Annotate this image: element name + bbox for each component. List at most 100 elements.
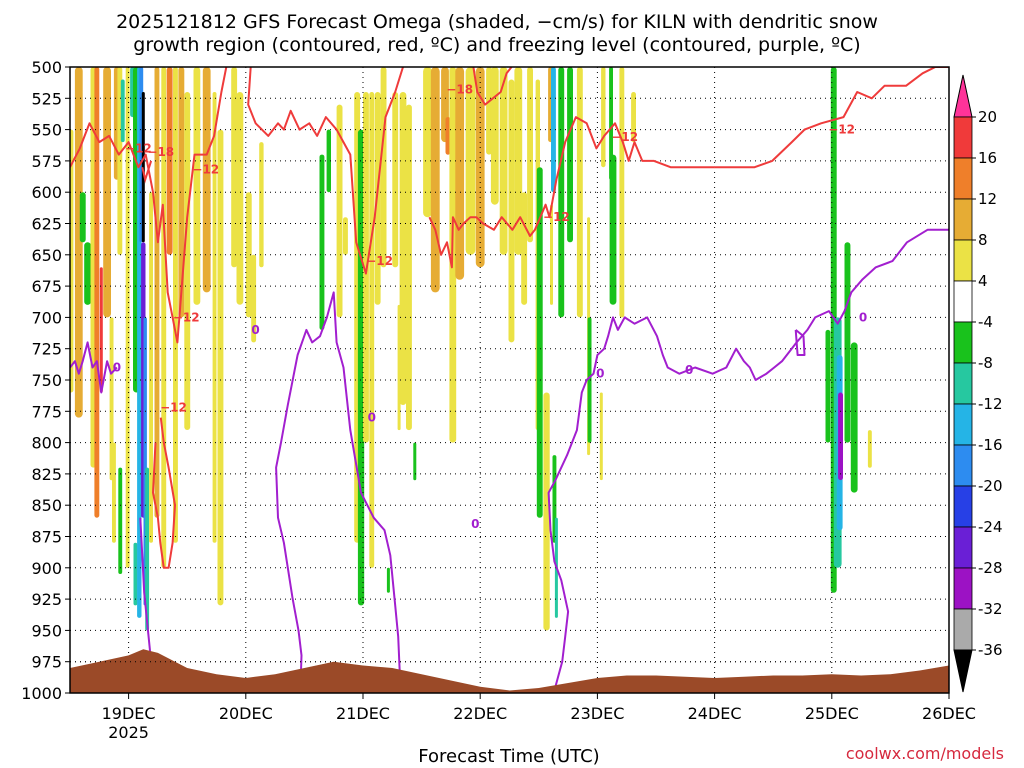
- omega-shade-column: [486, 67, 492, 155]
- colorbar-label: -20: [978, 477, 1003, 495]
- y-tick-label: 675: [31, 277, 62, 296]
- omega-shade-column: [202, 67, 211, 293]
- omega-shade-column: [118, 467, 123, 574]
- colorbar-segment: [953, 526, 973, 569]
- y-tick-label: 925: [31, 590, 62, 609]
- contour-label: −12: [543, 210, 570, 224]
- colorbar-label: -28: [978, 559, 1003, 577]
- terrain-layer: [70, 649, 949, 693]
- y-tick-label: 900: [31, 559, 62, 578]
- chart-title-line-1: 2025121812 GFS Forecast Omega (shaded, −…: [116, 11, 878, 33]
- colorbar-label: -8: [978, 354, 993, 372]
- colorbar-segment: [953, 280, 973, 323]
- colorbar-label: -32: [978, 600, 1003, 618]
- y-tick-label: 850: [31, 496, 62, 515]
- omega-shade-column: [369, 92, 375, 568]
- omega-shade-column: [173, 67, 178, 543]
- omega-shade-column: [99, 267, 103, 393]
- omega-shade-column: [844, 242, 851, 443]
- colorbar-label: -12: [978, 395, 1003, 413]
- contour-label: −12: [828, 123, 855, 137]
- contour-layer: [70, 67, 949, 687]
- omega-shade-column: [825, 329, 831, 443]
- contour-label: −18: [147, 145, 174, 159]
- credit-text[interactable]: coolwx.com/models: [846, 744, 1004, 763]
- omega-shade-column: [217, 129, 224, 606]
- y-tick-label: 625: [31, 215, 62, 234]
- contour-label: 0: [596, 367, 604, 381]
- colorbar-segment: [953, 198, 973, 241]
- colorbar-segment: [953, 608, 973, 651]
- y-tick-label: 950: [31, 621, 62, 640]
- omega-shade-column: [149, 192, 153, 543]
- dgz-contour-minus12: [428, 67, 949, 269]
- omega-shade-column: [631, 92, 636, 143]
- colorbar-segment: [953, 239, 973, 282]
- omega-shade-column: [609, 154, 617, 305]
- contour-label: −12: [125, 141, 152, 155]
- omega-shade-column: [423, 67, 432, 218]
- colorbar-label: -4: [978, 313, 993, 331]
- colorbar-segment: [953, 403, 973, 446]
- omega-shade-column: [161, 67, 167, 568]
- omega-shade-column: [251, 254, 257, 343]
- x-tick-label: 21DEC: [336, 704, 390, 723]
- y-tick-label: 975: [31, 653, 62, 672]
- colorbar-segment: [953, 485, 973, 528]
- y-tick-label: 650: [31, 246, 62, 265]
- omega-shade-column: [550, 204, 553, 305]
- dgz-contour-minus12: [247, 67, 404, 275]
- contour-label: −12: [160, 401, 187, 415]
- omega-shade-column: [193, 67, 201, 305]
- dgz-contour-minus18: [141, 160, 153, 184]
- y-tick-label: 700: [31, 308, 62, 327]
- omega-shade-column: [527, 67, 533, 243]
- omega-shade-column: [145, 467, 150, 631]
- omega-shade-column: [392, 92, 399, 268]
- omega-shade-column: [112, 442, 116, 543]
- omega-shade-column: [599, 392, 603, 481]
- contour-label: −12: [173, 310, 200, 324]
- contour-label: −18: [446, 83, 473, 97]
- y-tick-label: 1000: [21, 684, 62, 703]
- contour-label: −12: [366, 254, 393, 268]
- omega-shade-column: [166, 67, 173, 255]
- x-tick-sublabel: 2025: [108, 723, 149, 742]
- dgz-contour-minus12: [472, 67, 513, 106]
- colorbar-label: -36: [978, 641, 1003, 659]
- omega-shade-column: [521, 192, 528, 305]
- omega-shade-column: [551, 67, 556, 193]
- y-tick-label: 825: [31, 465, 62, 484]
- dgz-contour-minus12: [70, 67, 228, 344]
- y-tick-label: 875: [31, 528, 62, 547]
- omega-shade-column: [490, 67, 499, 205]
- x-tick-label: 20DEC: [219, 704, 273, 723]
- x-tick-label: 26DEC: [922, 704, 976, 723]
- y-tick-label: 600: [31, 183, 62, 202]
- omega-shade-column: [84, 242, 91, 305]
- contour-label: −12: [611, 130, 638, 144]
- contour-label: 0: [471, 517, 479, 531]
- omega-shade-column: [184, 92, 191, 430]
- y-tick-label: 800: [31, 434, 62, 453]
- freezing-level-contour: [139, 517, 153, 662]
- colorbar-top-arrow: [953, 74, 973, 118]
- colorbar-label: 4: [978, 272, 988, 290]
- x-tick-label: 23DEC: [570, 704, 624, 723]
- x-tick-label: 19DEC: [102, 704, 156, 723]
- colorbar-label: -24: [978, 518, 1003, 536]
- omega-shade-column: [609, 67, 613, 180]
- omega-shade-column: [178, 67, 185, 318]
- omega-shade-column: [380, 67, 387, 268]
- contour-label: 0: [113, 361, 121, 375]
- omega-shade-column: [386, 567, 390, 593]
- omega-shade-column: [109, 317, 114, 481]
- colorbar-label: 8: [978, 231, 988, 249]
- omega-shade-column: [399, 92, 407, 405]
- omega-shade-column: [343, 217, 348, 255]
- omega-shade-column: [319, 154, 325, 330]
- omega-shade-column: [536, 167, 543, 518]
